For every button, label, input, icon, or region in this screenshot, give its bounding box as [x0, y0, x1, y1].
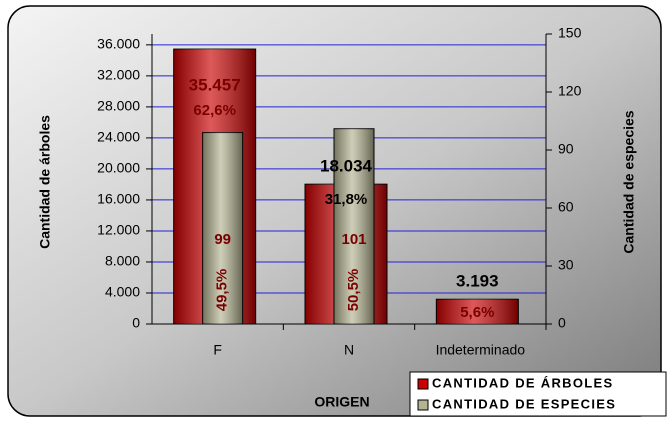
legend-box — [409, 371, 667, 417]
y-tick-label: 32.000 — [97, 67, 140, 83]
y2-axis-title: Cantidad de especies — [621, 110, 637, 253]
percent-label: 31,8% — [325, 191, 368, 208]
y-tick-label: 8.000 — [105, 253, 140, 269]
percent-label: 50,5% — [345, 269, 362, 312]
y2-tick-label: 90 — [558, 141, 574, 157]
legend-swatch — [417, 399, 429, 411]
data-label: 35.457 — [189, 76, 241, 95]
y2-tick-label: 150 — [558, 25, 582, 41]
y-tick-label: 12.000 — [97, 222, 140, 238]
legend-swatch — [417, 378, 429, 390]
y2-tick-label: 60 — [558, 199, 574, 215]
bar-shade — [202, 132, 243, 324]
x-tick-label: N — [344, 342, 354, 358]
y-tick-label: 4.000 — [105, 284, 140, 300]
legend-label: CANTIDAD DE ESPECIES — [432, 396, 616, 411]
data-label: 101 — [341, 231, 366, 248]
y-tick-label: 24.000 — [97, 129, 140, 145]
bar-shade — [436, 299, 519, 324]
percent-label: 49,5% — [214, 269, 231, 312]
y2-tick-label: 0 — [558, 315, 566, 331]
bar-shade — [334, 128, 374, 324]
legend-label: CANTIDAD DE ÁRBOLES — [432, 375, 613, 390]
x-tick-label: F — [213, 342, 222, 358]
y-tick-label: 36.000 — [97, 36, 140, 52]
y-tick-label: 28.000 — [97, 98, 140, 114]
y2-tick-label: 30 — [558, 257, 574, 273]
x-axis-title: ORIGEN — [314, 394, 369, 410]
y-tick-label: 20.000 — [97, 160, 140, 176]
percent-label: 5,6% — [460, 304, 494, 321]
data-label: 18.034 — [320, 157, 373, 176]
y-tick-label: 16.000 — [97, 191, 140, 207]
y2-tick-label: 120 — [558, 83, 582, 99]
y-axis-title: Cantidad de árboles — [37, 115, 53, 249]
x-tick-label: Indeterminado — [436, 342, 526, 358]
data-label: 3.193 — [456, 272, 499, 291]
percent-label: 62,6% — [193, 102, 236, 119]
data-label: 99 — [214, 231, 231, 248]
y-tick-label: 0 — [132, 315, 140, 331]
